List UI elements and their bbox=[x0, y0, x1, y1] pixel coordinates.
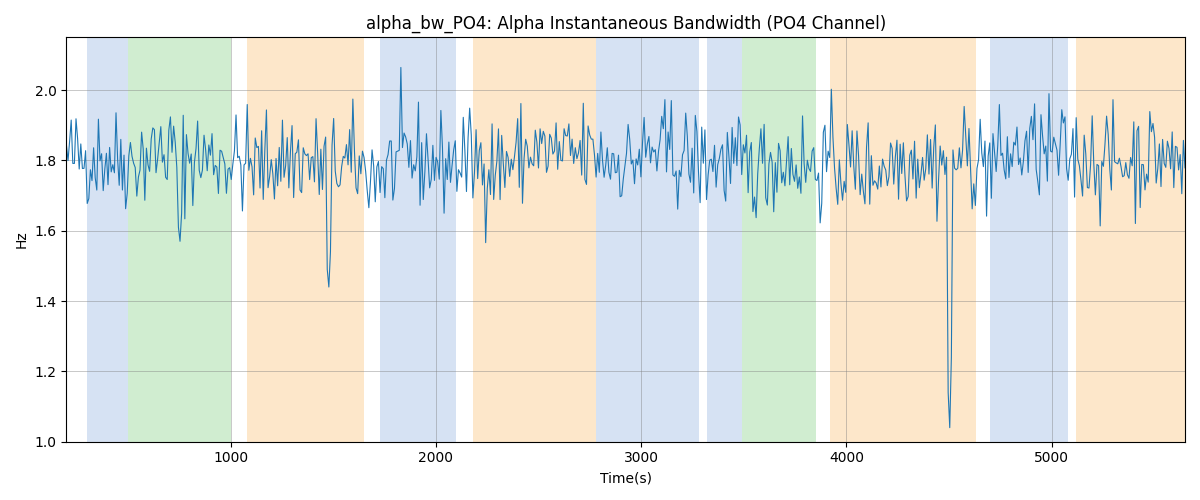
Bar bbox=[990, 38, 1068, 442]
Bar bbox=[128, 38, 230, 442]
Bar bbox=[473, 38, 596, 442]
Bar bbox=[380, 38, 456, 442]
Title: alpha_bw_PO4: Alpha Instantaneous Bandwidth (PO4 Channel): alpha_bw_PO4: Alpha Instantaneous Bandwi… bbox=[366, 15, 886, 34]
Bar bbox=[596, 38, 698, 442]
Bar bbox=[1076, 38, 1186, 442]
Bar bbox=[707, 38, 742, 442]
Bar bbox=[86, 38, 128, 442]
Bar bbox=[830, 38, 976, 442]
Y-axis label: Hz: Hz bbox=[16, 230, 29, 248]
Bar bbox=[247, 38, 364, 442]
Bar bbox=[742, 38, 816, 442]
X-axis label: Time(s): Time(s) bbox=[600, 471, 652, 485]
